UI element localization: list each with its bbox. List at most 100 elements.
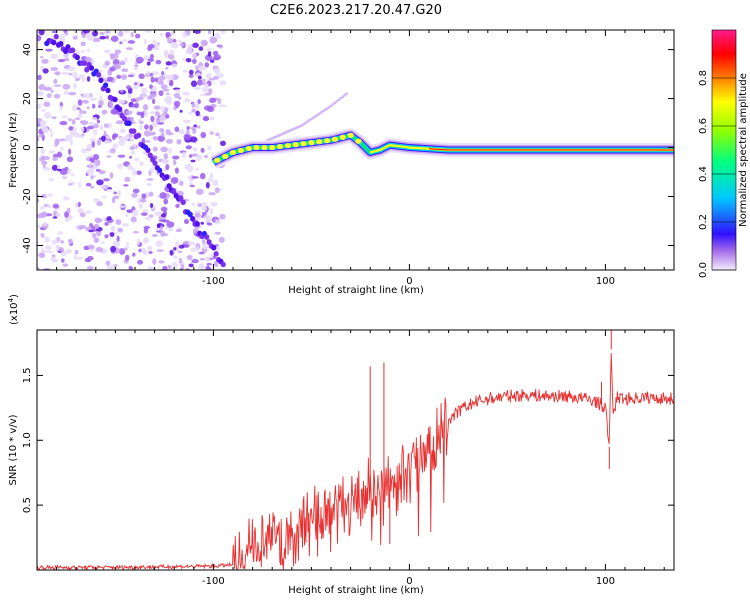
noise-speckle: [219, 213, 226, 220]
noise-speckle: [58, 138, 66, 142]
colorbar-label: Normalized spectral amplitude: [738, 73, 749, 227]
noise-speckle: [76, 107, 81, 110]
noise-speckle: [40, 148, 46, 155]
noise-speckle: [50, 256, 55, 262]
noise-speckle: [54, 237, 61, 244]
noise-speckle: [155, 59, 162, 65]
diagonal-trace-mark: [206, 239, 212, 245]
noise-speckle: [99, 95, 103, 102]
noise-speckle: [68, 72, 73, 76]
noise-speckle: [157, 80, 164, 85]
noise-speckle: [188, 111, 193, 115]
snr-frame: [36, 329, 675, 571]
noise-speckle: [46, 87, 53, 91]
noise-speckle: [160, 206, 168, 212]
noise-speckle: [142, 104, 149, 111]
noise-speckle: [65, 134, 73, 142]
noise-speckle: [95, 168, 101, 172]
noise-speckle: [178, 180, 184, 186]
noise-speckle: [143, 38, 147, 45]
noise-speckle: [37, 224, 42, 228]
noise-speckle: [195, 167, 199, 171]
noise-speckle: [190, 80, 198, 87]
noise-speckle: [147, 266, 155, 270]
noise-speckle: [166, 221, 175, 228]
noise-speckle: [40, 55, 44, 59]
noise-speckle: [59, 33, 66, 39]
noise-speckle: [186, 126, 190, 130]
faint-branch-mark: [329, 104, 333, 108]
noise-speckle: [206, 222, 213, 226]
noise-speckle: [198, 46, 204, 51]
noise-speckle: [191, 108, 196, 113]
noise-speckle: [79, 120, 86, 123]
noise-speckle: [102, 195, 107, 199]
diagonal-trace-mark: [51, 39, 57, 46]
noise-speckle: [215, 219, 221, 225]
noise-speckle: [70, 172, 74, 177]
noise-speckle: [62, 196, 70, 201]
noise-speckle: [113, 191, 117, 195]
noise-speckle: [136, 170, 142, 175]
noise-speckle: [80, 49, 85, 53]
noise-speckle: [159, 192, 167, 199]
trace-blob: [253, 144, 260, 151]
noise-speckle: [74, 249, 79, 255]
trace-blob: [269, 144, 276, 151]
noise-speckle: [46, 204, 53, 209]
trace-blob: [261, 144, 268, 151]
noise-speckle: [86, 76, 91, 82]
noise-speckle: [75, 78, 79, 82]
noise-speckle: [77, 134, 85, 139]
noise-speckle: [38, 83, 46, 91]
noise-speckle: [70, 181, 76, 186]
noise-speckle: [129, 146, 136, 150]
noise-speckle: [85, 210, 93, 215]
noise-speckle: [92, 37, 101, 43]
trace-blob: [237, 147, 245, 154]
noise-speckle: [118, 139, 126, 147]
noise-speckle: [62, 83, 71, 90]
noise-speckle: [156, 223, 161, 229]
noise-speckle: [132, 188, 140, 194]
noise-speckle: [63, 90, 70, 95]
noise-speckle: [96, 179, 104, 186]
noise-speckle: [109, 172, 114, 179]
noise-speckle: [203, 154, 209, 158]
noise-speckle: [209, 59, 215, 63]
noise-speckle: [96, 139, 102, 146]
noise-speckle: [46, 93, 52, 99]
noise-speckle: [204, 266, 212, 270]
noise-speckle: [104, 30, 111, 34]
noise-speckle: [208, 192, 216, 196]
noise-speckle: [191, 176, 199, 179]
noise-speckle: [38, 252, 46, 259]
noise-speckle: [94, 223, 100, 229]
colorbar: 0.0 0.2 0.4 0.6 0.8 Normalized spectral ampl…: [698, 29, 749, 278]
noise-speckle: [89, 138, 96, 142]
noise-speckle: [158, 219, 167, 222]
noise-speckle: [209, 116, 215, 121]
noise-speckle: [50, 131, 54, 139]
noise-speckle: [160, 146, 168, 153]
main-trace-peak: [428, 148, 674, 151]
diagonal-trace-mark: [105, 87, 111, 94]
noise-speckle: [169, 79, 174, 86]
noise-speckle: [152, 146, 158, 152]
noise-speckle: [159, 32, 163, 37]
noise-speckle: [149, 53, 154, 60]
noise-speckle: [78, 74, 86, 79]
y-tick-label: 40: [22, 43, 33, 56]
noise-speckle: [106, 76, 114, 82]
noise-speckle: [50, 89, 54, 93]
noise-speckle: [136, 238, 140, 246]
noise-speckle: [183, 133, 189, 140]
trace-blob: [292, 142, 299, 148]
noise-speckle: [176, 138, 182, 145]
noise-speckle: [206, 106, 215, 113]
noise-speckle: [108, 100, 113, 108]
noise-speckle: [141, 94, 147, 98]
noise-speckle: [61, 175, 68, 179]
noise-speckle: [182, 31, 188, 38]
noise-speckle: [195, 110, 200, 117]
